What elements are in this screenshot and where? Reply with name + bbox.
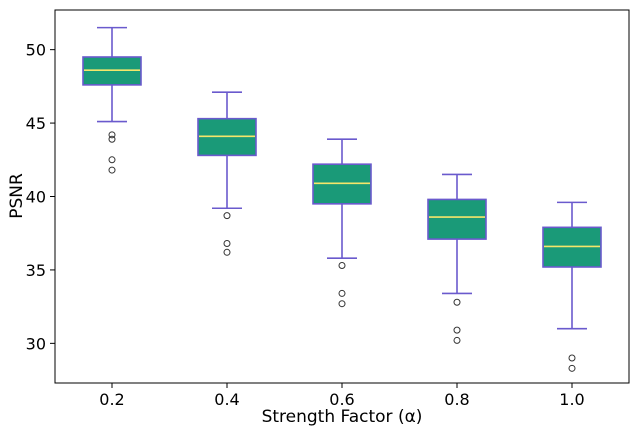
box-group-0-6: [312, 138, 372, 308]
chart-marks: [82, 26, 602, 372]
iqr-box: [427, 198, 487, 240]
outlier-point: [338, 289, 346, 297]
y-tick-label: 35: [26, 261, 46, 280]
outlier-point: [338, 262, 346, 270]
outlier-point: [108, 156, 116, 164]
y-tick-label: 40: [26, 188, 46, 207]
outlier-point: [223, 212, 231, 220]
x-axis-label: Strength Factor (α): [262, 407, 423, 427]
outlier-point: [223, 239, 231, 247]
outlier-point: [338, 300, 346, 308]
x-tick-label: 0.6: [329, 390, 354, 409]
outlier-point: [568, 354, 576, 362]
outlier-point: [453, 336, 461, 344]
box-group-0-8: [427, 173, 487, 344]
outlier-point: [453, 326, 461, 334]
box-group-0-4: [197, 91, 257, 256]
y-tick-label: 50: [26, 41, 46, 60]
x-axis-ticks: 0.2 0.4 0.6 0.8 1.0: [99, 383, 585, 409]
y-axis-label: PSNR: [7, 173, 27, 219]
x-tick-label: 1.0: [559, 390, 584, 409]
box-group-1-0: [542, 201, 602, 372]
outlier-point: [223, 248, 231, 256]
y-tick-label: 30: [26, 334, 46, 353]
y-tick-label: 45: [26, 114, 46, 133]
outlier-point: [453, 298, 461, 306]
x-tick-label: 0.8: [444, 390, 469, 409]
outlier-point: [568, 364, 576, 372]
box-group-0-2: [82, 26, 142, 174]
x-tick-label: 0.4: [214, 390, 239, 409]
y-axis-ticks: 30 35 40 45 50: [26, 41, 55, 353]
outlier-point: [108, 135, 116, 143]
x-tick-label: 0.2: [99, 390, 124, 409]
outlier-point: [108, 166, 116, 174]
outlier-point: [108, 131, 116, 139]
